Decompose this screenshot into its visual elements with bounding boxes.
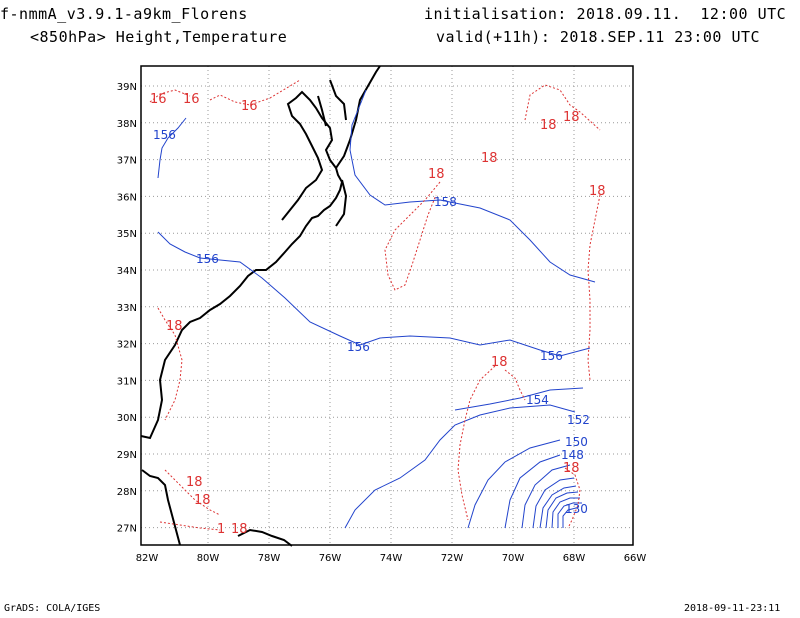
init-time: initialisation: 2018.09.11. 12:00 UTC xyxy=(424,5,787,23)
x-tick-label: 72W xyxy=(441,553,464,564)
grid-lines xyxy=(141,66,633,545)
y-tick-label: 35N xyxy=(117,229,137,240)
valid-time: valid(+11h): 2018.SEP.11 23:00 UTC xyxy=(436,28,761,46)
temp-label: 18 xyxy=(491,355,508,370)
y-tick-label: 28N xyxy=(117,487,137,498)
height-label: 158 xyxy=(434,195,457,209)
y-tick-label: 37N xyxy=(117,156,137,167)
temp-label: 18 xyxy=(563,461,580,476)
footer-credit: GrADS: COLA/IGES xyxy=(4,603,101,614)
temp-label: 18 xyxy=(540,118,557,133)
height-label: 150 xyxy=(565,435,588,449)
height-label-group: 156 158 156 156 156 154 152 150 148 130 xyxy=(153,128,590,516)
temp-label: 18 xyxy=(194,493,211,508)
height-label: 130 xyxy=(565,502,588,516)
y-tick-label: 31N xyxy=(117,376,137,387)
temp-label-group: 16 16 16 18 18 18 18 18 18 18 18 18 18 1… xyxy=(150,92,606,537)
x-tick-label: 70W xyxy=(502,553,525,564)
temp-label: 18 xyxy=(481,151,498,166)
temperature-contours xyxy=(149,79,601,531)
fields-title: <850hPa> Height,Temperature xyxy=(30,28,288,46)
y-tick-label: 38N xyxy=(117,119,137,130)
axis-ticks: 82W 80W 78W 76W 74W 72W 70W 68W 66W 39N 38N 37N 36N 3… xyxy=(117,82,647,564)
height-label: 148 xyxy=(561,448,584,462)
y-tick-label: 34N xyxy=(117,266,137,277)
y-tick-label: 33N xyxy=(117,303,137,314)
y-tick-label: 36N xyxy=(117,192,137,203)
temp-label: 16 xyxy=(241,99,258,114)
coastline xyxy=(140,65,381,547)
y-tick-label: 29N xyxy=(117,450,137,461)
temp-label: 18 xyxy=(231,522,248,537)
model-title: f-nmmA_v3.9.1-a9km_Florens xyxy=(0,5,248,23)
y-tick-label: 32N xyxy=(117,340,137,351)
temp-label: 18 xyxy=(166,319,183,334)
x-tick-label: 82W xyxy=(136,553,159,564)
height-label: 154 xyxy=(526,393,549,407)
temp-label: 16 xyxy=(150,92,167,107)
temp-label: 18 xyxy=(589,184,606,199)
x-tick-label: 66W xyxy=(624,553,647,564)
x-tick-label: 76W xyxy=(319,553,342,564)
x-tick-label: 80W xyxy=(197,553,220,564)
height-contours xyxy=(157,89,596,529)
y-tick-label: 39N xyxy=(117,82,137,93)
temp-label: 18 xyxy=(428,167,445,182)
x-tick-label: 68W xyxy=(563,553,586,564)
temp-label: 18 xyxy=(186,475,203,490)
map-frame xyxy=(140,65,634,546)
height-label: 156 xyxy=(196,252,219,266)
y-tick-label: 27N xyxy=(117,524,137,535)
temp-label: 1 xyxy=(217,522,225,537)
temp-label: 16 xyxy=(183,92,200,107)
y-tick-label: 30N xyxy=(117,413,137,424)
temp-label: 18 xyxy=(563,110,580,125)
footer-timestamp: 2018-09-11-23:11 xyxy=(684,603,781,614)
height-label: 156 xyxy=(153,128,176,142)
x-tick-label: 78W xyxy=(258,553,281,564)
x-tick-label: 74W xyxy=(380,553,403,564)
height-label: 152 xyxy=(567,413,590,427)
height-label: 156 xyxy=(347,340,370,354)
height-label: 156 xyxy=(540,349,563,363)
